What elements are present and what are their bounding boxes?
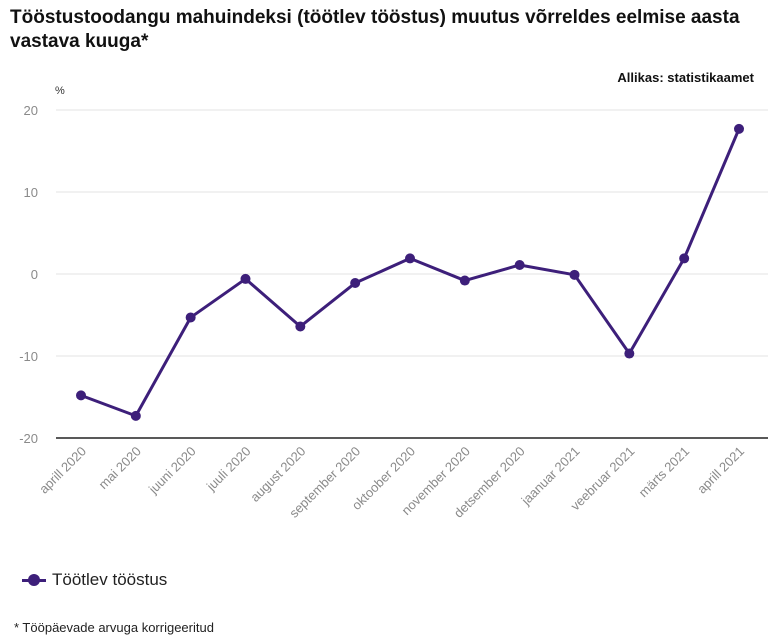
data-point[interactable] (76, 390, 86, 401)
data-point[interactable] (240, 273, 251, 284)
x-axis-ticks: aprill 2020 mai 2020 juuni 2020 juuli 2020 a… (36, 444, 747, 521)
x-tick-label: mai 2020 (96, 444, 144, 492)
y-axis-unit: % (55, 85, 65, 97)
legend-marker-icon (22, 573, 46, 587)
data-point[interactable] (624, 348, 635, 359)
x-tick-label: aprill 2020 (36, 444, 89, 497)
data-point[interactable] (405, 253, 415, 264)
y-tick-label: 10 (24, 185, 38, 200)
line-chart: 20 10 0 -10 -20 aprill 2020 mai 2020 juuni 202… (19, 103, 768, 521)
series-toetlev-toostus (76, 123, 744, 421)
data-point[interactable] (569, 269, 580, 280)
x-tick-label: juuni 2020 (145, 444, 199, 498)
y-tick-label: -20 (19, 431, 38, 446)
y-axis-ticks: 20 10 0 -10 -20 (19, 103, 38, 446)
y-tick-label: 20 (24, 103, 38, 118)
data-point[interactable] (295, 321, 306, 332)
footnote: * Tööpäevade arvuga korrigeeritud (14, 620, 214, 635)
data-point[interactable] (185, 312, 196, 323)
legend-label: Töötlev tööstus (52, 570, 168, 589)
data-point[interactable] (350, 278, 361, 289)
data-point[interactable] (514, 259, 525, 270)
x-tick-label: juuli 2020 (203, 444, 254, 495)
data-point[interactable] (734, 123, 744, 134)
data-point[interactable] (679, 253, 690, 264)
chart-title: Tööstustoodangu mahuindeksi (töötlev töö… (10, 7, 740, 52)
y-tick-label: 0 (31, 267, 38, 282)
data-point[interactable] (459, 275, 470, 286)
series-line (80, 128, 741, 418)
x-tick-label: märts 2021 (636, 444, 693, 501)
data-point[interactable] (130, 410, 141, 421)
chart-legend[interactable]: Töötlev tööstus (22, 570, 167, 590)
grid-lines (56, 109, 768, 439)
x-tick-label: aprill 2021 (694, 444, 747, 497)
y-tick-label: -10 (19, 349, 38, 364)
chart-source: Allikas: statistikaamet (617, 70, 754, 85)
